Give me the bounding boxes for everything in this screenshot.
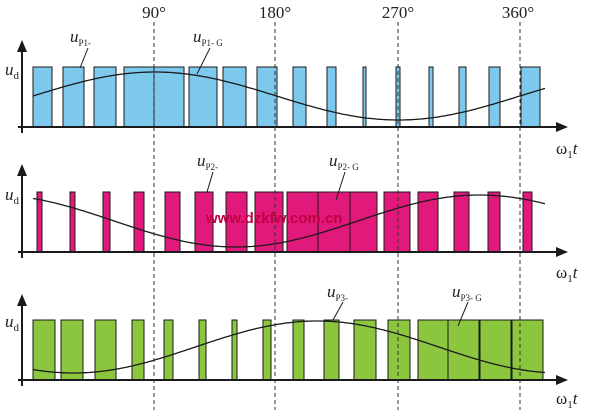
p1-pulse-7 xyxy=(222,66,247,128)
p2-pulse-10 xyxy=(317,191,351,253)
p1-pulse-8 xyxy=(256,66,278,128)
p1-pulse-5 xyxy=(153,66,185,128)
p3-pulse-15 xyxy=(479,319,512,381)
p3-reference-wave xyxy=(32,320,546,374)
p3-pulse-14 xyxy=(447,319,480,381)
p1-pulse-label: uP1- xyxy=(70,27,91,48)
p2-pulse-label: uP2- xyxy=(197,151,218,172)
p2-pulse-leader xyxy=(206,171,214,193)
p2-pulse-3 xyxy=(102,191,111,253)
p3-pulse-9 xyxy=(292,319,305,381)
angle-label-180: 180° xyxy=(259,3,291,22)
p1-pulse-14 xyxy=(458,66,467,128)
p2-reference-wave xyxy=(32,194,546,248)
p3-pulse-5 xyxy=(163,319,174,381)
p2-reference-label: uP2- G xyxy=(329,151,359,172)
p1-pulse-2 xyxy=(62,66,85,128)
p3-pulse-7 xyxy=(231,319,238,381)
p2-pulse-15 xyxy=(487,191,501,253)
p2-reference-leader xyxy=(335,171,346,201)
p2-pulse-14 xyxy=(453,191,470,253)
p1-pulse-16 xyxy=(520,66,541,128)
angle-label-270: 270° xyxy=(382,3,414,22)
angle-label-90: 90° xyxy=(142,3,166,22)
p1-reference-wave xyxy=(32,71,546,121)
phase-p2-panel xyxy=(17,164,568,258)
p1-pulse-9 xyxy=(292,66,307,128)
phase-p3-panel xyxy=(17,294,568,386)
angle-label-360: 360° xyxy=(502,3,534,22)
p3-reference-leader xyxy=(457,301,469,327)
p2-time-axis-arrow xyxy=(556,247,568,257)
p1-reference-leader xyxy=(196,47,211,75)
ud-label-2: ud xyxy=(5,185,20,207)
p3-pulse-label: uP3- xyxy=(327,282,348,303)
p2-pulse-4 xyxy=(133,191,145,253)
p2-pulse-5 xyxy=(164,191,181,253)
p3-voltage-axis-arrow xyxy=(17,294,27,306)
p2-voltage-axis-arrow xyxy=(17,164,27,176)
ud-label-3: ud xyxy=(5,312,20,334)
p3-pulse-4 xyxy=(131,319,145,381)
p1-reference-label: uP1- G xyxy=(193,27,223,48)
omega-t-label-2: ω1t xyxy=(556,263,579,285)
watermark-text: www.dzkfw.com.cn xyxy=(205,210,342,227)
p1-pulse-15 xyxy=(488,66,501,128)
p3-pulse-12 xyxy=(387,319,411,381)
p1-pulse-leader xyxy=(79,47,89,69)
p3-pulse-6 xyxy=(198,319,207,381)
p3-pulse-13 xyxy=(417,319,449,381)
p3-reference-label: uP3- G xyxy=(452,282,482,303)
omega-t-label-1: ω1t xyxy=(556,139,579,161)
ud-label-1: ud xyxy=(5,60,20,82)
p1-voltage-axis-arrow xyxy=(17,40,27,52)
p3-pulse-8 xyxy=(262,319,272,381)
p3-pulse-11 xyxy=(353,319,377,381)
p1-pulse-1 xyxy=(32,66,53,128)
p1-pulse-12 xyxy=(395,66,401,128)
omega-t-label-3: ω1t xyxy=(556,389,579,411)
p2-pulse-12 xyxy=(383,191,411,253)
p2-pulse-2 xyxy=(69,191,76,253)
p1-pulse-4 xyxy=(123,66,155,128)
p3-time-axis-arrow xyxy=(556,375,568,385)
p3-pulse-2 xyxy=(60,319,84,381)
p1-time-axis-arrow xyxy=(556,122,568,132)
phase-p1-panel xyxy=(17,40,568,133)
p3-pulse-10 xyxy=(323,319,340,381)
p2-pulse-1 xyxy=(36,191,43,253)
p1-pulse-10 xyxy=(326,66,337,128)
p3-pulse-leader xyxy=(332,301,344,321)
